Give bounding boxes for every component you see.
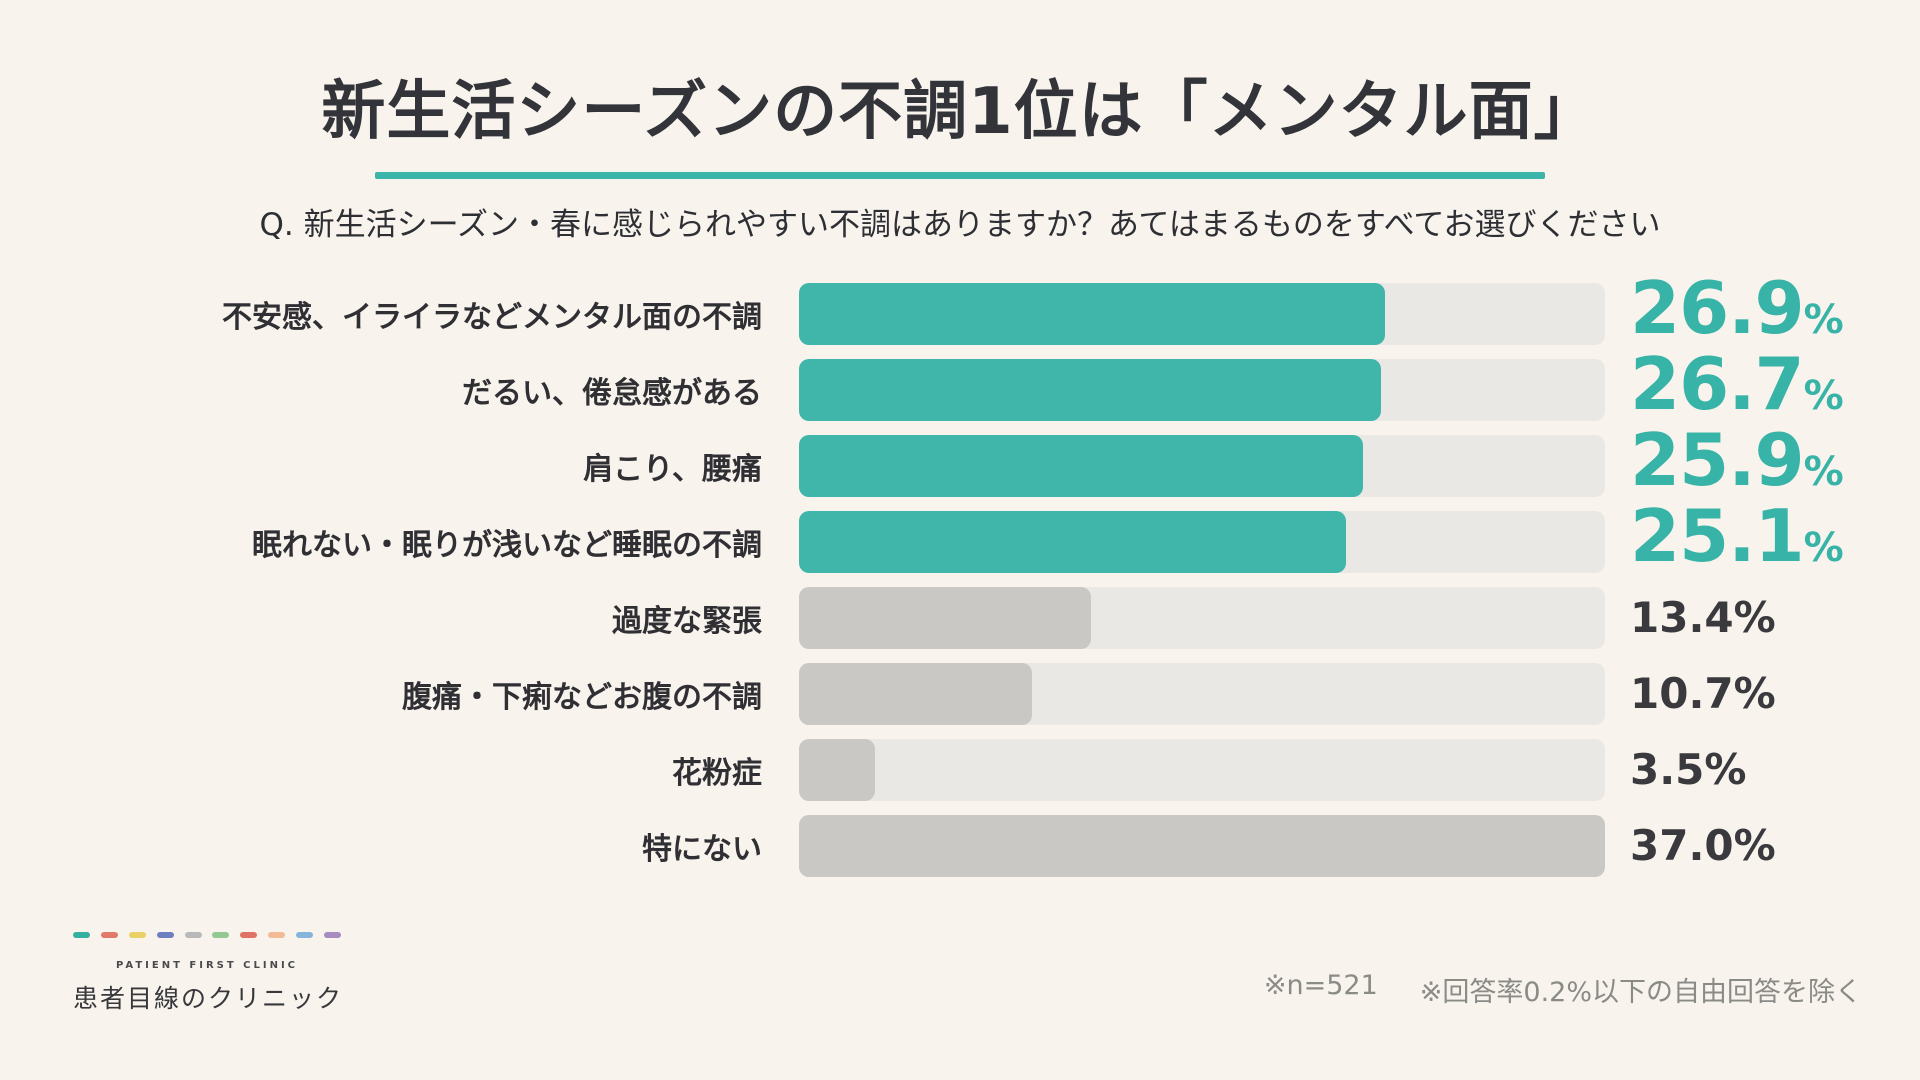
logo-dash-icon (100, 932, 118, 938)
bar-fill (799, 663, 1033, 725)
chart-row: 特にない 37.0% (0, 815, 1920, 877)
page-title: 新生活シーズンの不調1位は「メンタル面」 (321, 75, 1599, 149)
category-label: 腹痛・下痢などお腹の不調 (402, 680, 762, 715)
bar-track (799, 815, 1605, 877)
category-label: だるい、倦怠感がある (462, 376, 762, 411)
category-label: 過度な緊張 (612, 604, 762, 639)
logo-dash-icon (128, 932, 146, 938)
logo-dashes-icon (73, 932, 341, 938)
value-label: 26.7% (1630, 348, 1844, 427)
title-underline (375, 172, 1545, 179)
value-label: 25.1% (1630, 500, 1844, 579)
bar-fill (799, 511, 1346, 573)
logo-dash-icon (73, 932, 90, 938)
value-unit: % (1803, 449, 1844, 495)
value-number: 3.5 (1630, 745, 1705, 794)
value-unit: % (1733, 669, 1776, 718)
value-unit: % (1704, 745, 1747, 794)
survey-notes: ※n=521 ※回答率0.2%以下の自由回答を除く (1264, 970, 1862, 1009)
bar-track (799, 739, 1605, 801)
value-number: 25.1 (1630, 494, 1805, 578)
category-label: 不安感、イライラなどメンタル面の不調 (222, 300, 762, 335)
value-unit: % (1733, 593, 1776, 642)
chart-row: だるい、倦怠感がある 26.7% (0, 348, 1920, 421)
logo-name-jp: 患者目線のクリニック (73, 984, 344, 1013)
value-unit: % (1803, 373, 1844, 419)
value-label: 26.9% (1630, 272, 1844, 351)
category-label: 花粉症 (672, 756, 762, 791)
note-exclusion: ※回答率0.2%以下の自由回答を除く (1419, 977, 1862, 1008)
category-label: 特にない (642, 832, 762, 867)
clinic-logo: PATIENT FIRST CLINIC 患者目線のクリニック (73, 932, 341, 1015)
value-label: 13.4% (1630, 587, 1776, 649)
value-unit: % (1733, 821, 1776, 870)
value-label: 3.5% (1630, 739, 1747, 801)
bar-fill (799, 435, 1364, 497)
category-label: 肩こり、腰痛 (583, 452, 762, 487)
value-number: 10.7 (1630, 669, 1734, 718)
value-number: 25.9 (1630, 418, 1805, 502)
chart-row: 眠れない・眠りが浅いなど睡眠の不調 25.1% (0, 500, 1920, 573)
bar-fill (799, 815, 1605, 877)
value-unit: % (1803, 297, 1844, 343)
logo-dash-icon (156, 932, 174, 938)
logo-dash-icon (212, 932, 230, 938)
value-number: 13.4 (1630, 593, 1734, 642)
bar-track (799, 359, 1605, 421)
bar-fill (799, 587, 1091, 649)
survey-question: Q. 新生活シーズン・春に感じられやすい不調はありますか？あてはまるものをすべて… (259, 207, 1661, 243)
logo-dash-icon (323, 932, 341, 938)
value-number: 26.9 (1630, 266, 1805, 350)
value-label: 37.0% (1630, 815, 1776, 877)
bar-track (799, 663, 1605, 725)
logo-dash-icon (268, 932, 286, 938)
logo-subtitle-en: PATIENT FIRST CLINIC (115, 960, 299, 971)
bar-fill (799, 283, 1385, 345)
value-number: 26.7 (1630, 342, 1805, 426)
bar-fill (799, 739, 876, 801)
note-sample-size: ※n=521 (1263, 970, 1378, 1001)
chart-row: 腹痛・下痢などお腹の不調 10.7% (0, 663, 1920, 725)
bar-track (799, 511, 1605, 573)
chart-row: 肩こり、腰痛 25.9% (0, 424, 1920, 497)
bar-fill (799, 359, 1381, 421)
bar-chart: 不安感、イライラなどメンタル面の不調 26.9% だるい、倦怠感がある 26.7… (0, 272, 1920, 877)
category-label: 眠れない・眠りが浅いなど睡眠の不調 (252, 528, 762, 563)
value-label: 25.9% (1630, 424, 1844, 503)
chart-row: 花粉症 3.5% (0, 739, 1920, 801)
value-number: 37.0 (1630, 821, 1734, 870)
value-unit: % (1803, 525, 1844, 571)
chart-row: 過度な緊張 13.4% (0, 587, 1920, 649)
bar-track (799, 283, 1605, 345)
bar-track (799, 587, 1605, 649)
logo-dash-icon (184, 932, 202, 938)
logo-dash-icon (296, 932, 313, 938)
chart-row: 不安感、イライラなどメンタル面の不調 26.9% (0, 272, 1920, 345)
logo-dash-icon (240, 932, 258, 938)
value-label: 10.7% (1630, 663, 1776, 725)
bar-track (799, 435, 1605, 497)
